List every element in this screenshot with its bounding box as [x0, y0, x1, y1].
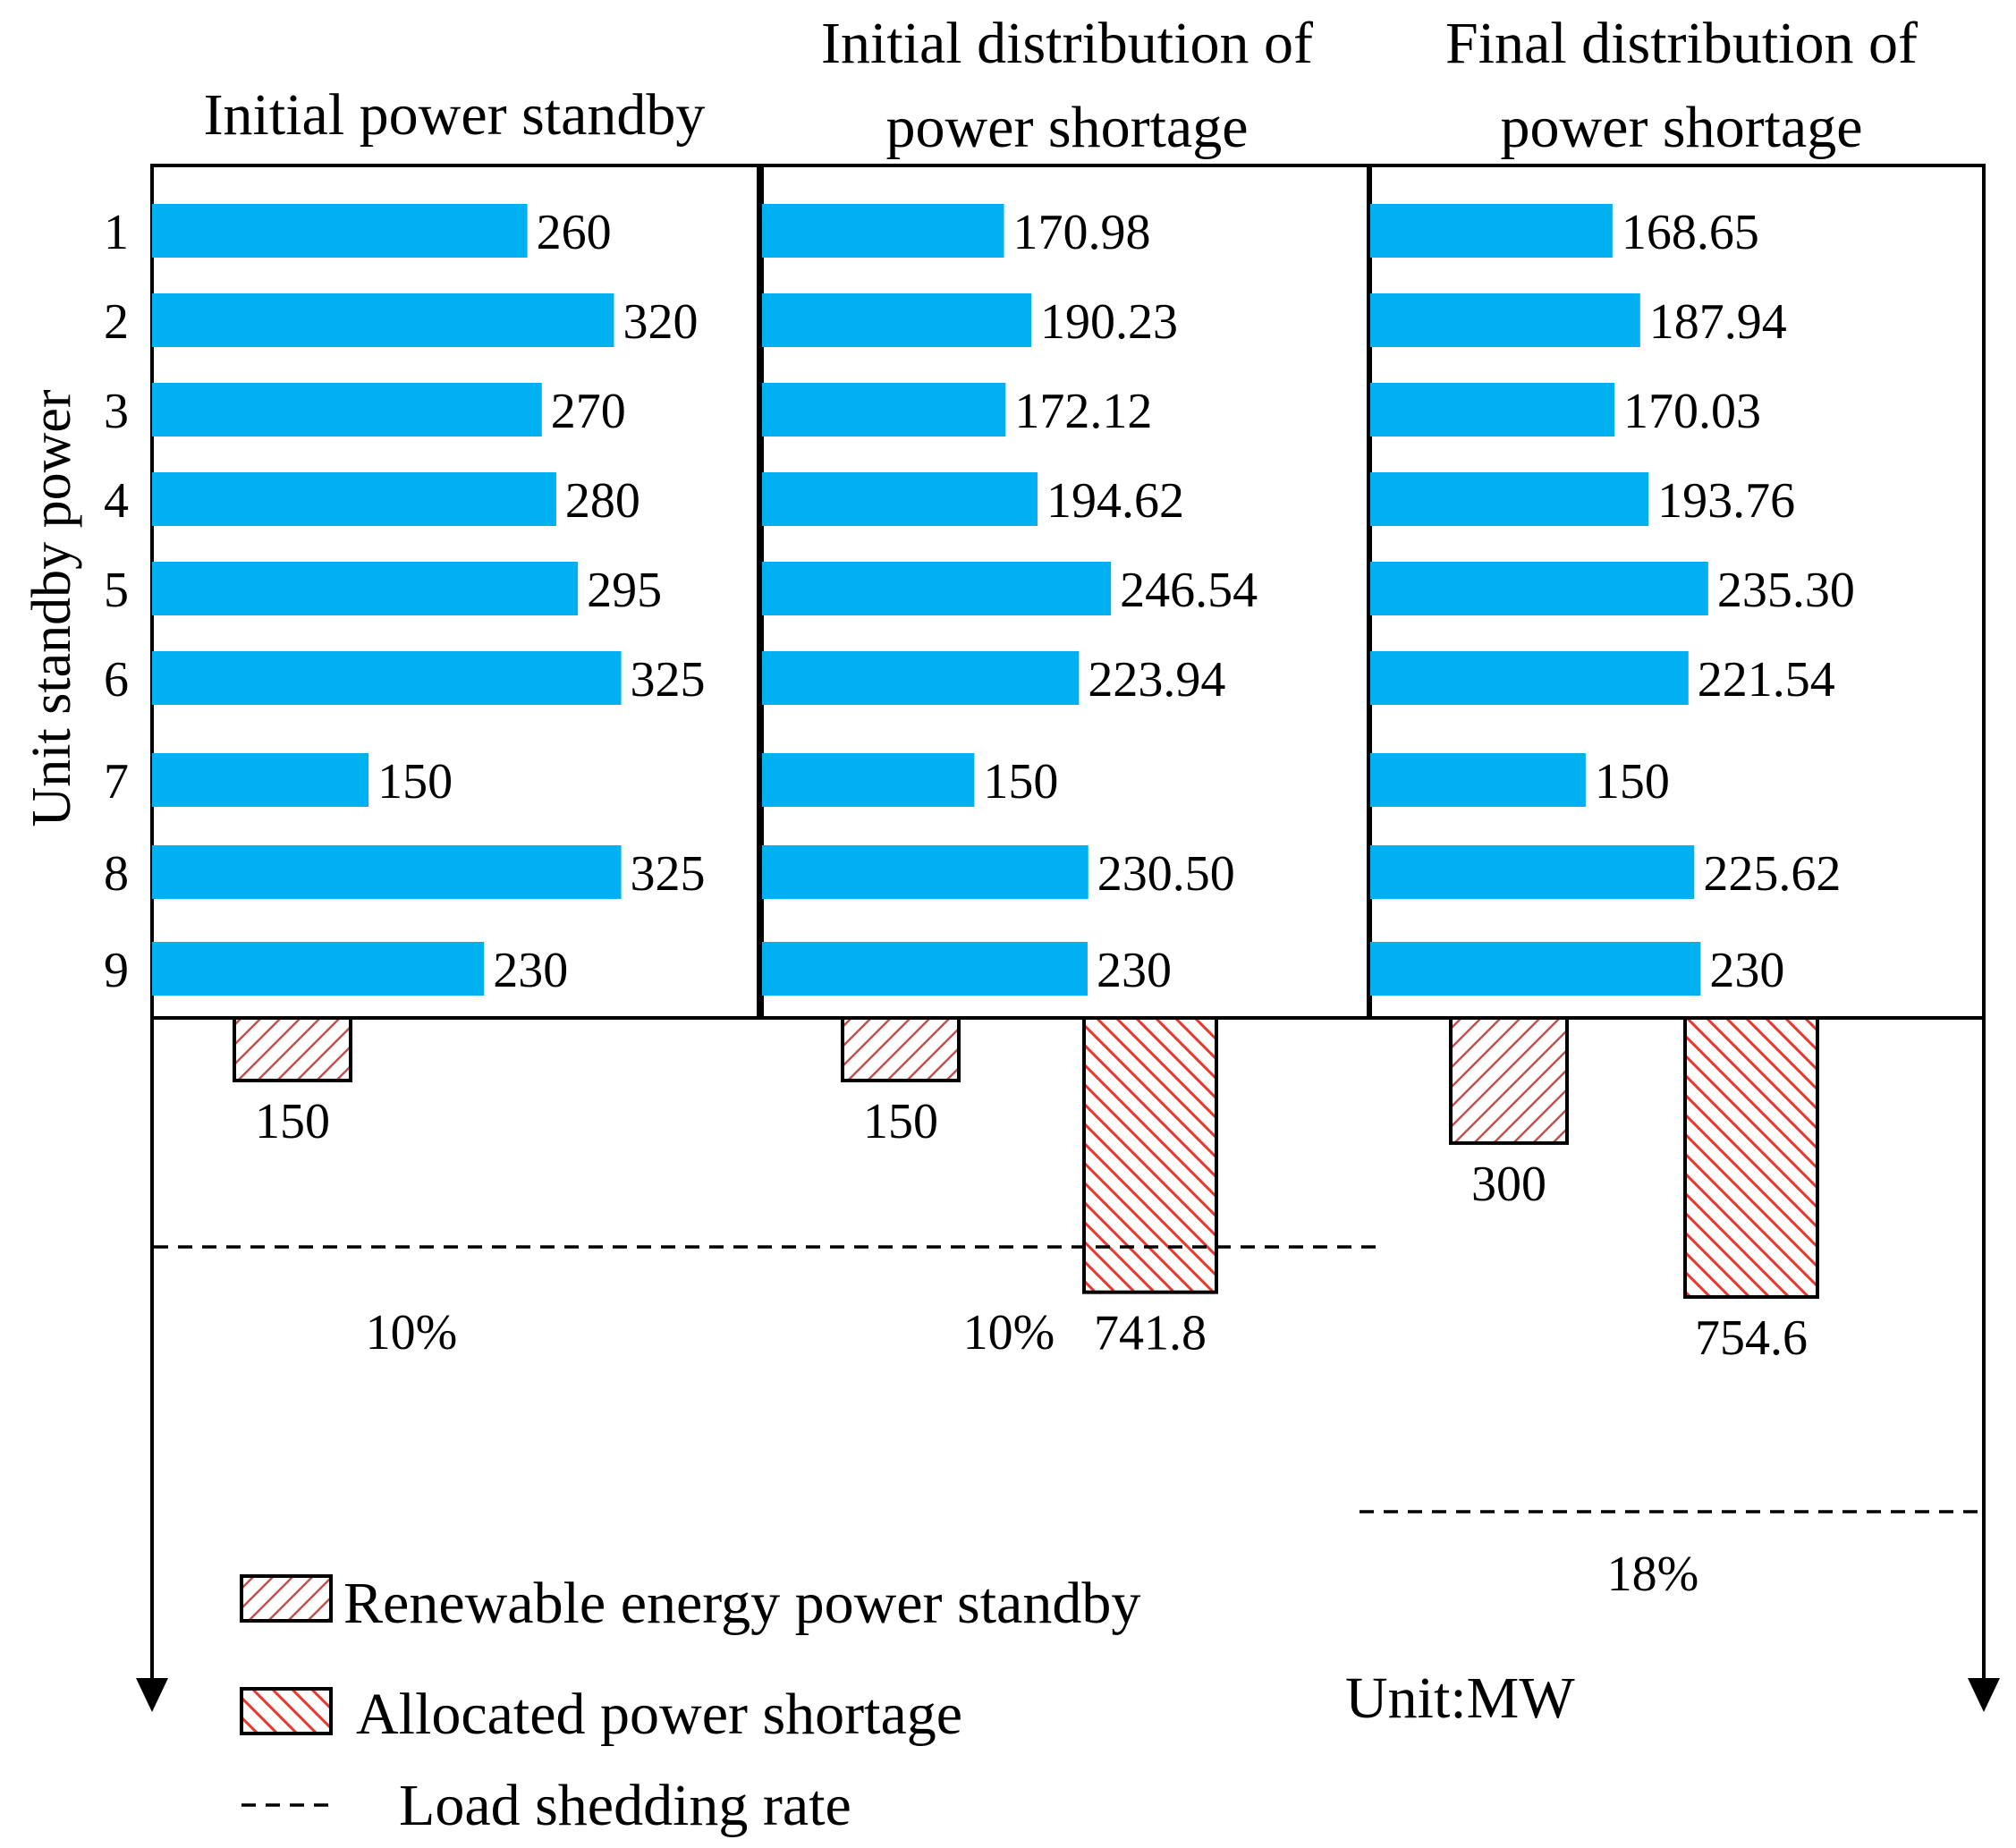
lower-label-panel3-renewable: 300 [1471, 1157, 1546, 1212]
bar-label-panel3-unit-4: 193.76 [1657, 473, 1795, 529]
bar-label-panel3-unit-2: 187.94 [1649, 294, 1787, 350]
left-down-arrow-icon [136, 1678, 168, 1712]
bar-label-panel1-unit-8: 325 [631, 846, 706, 902]
legend-label-renewable: Renewable energy power standby [343, 1571, 1140, 1636]
bar-panel1-unit-1 [152, 204, 528, 258]
bar-panel2-unit-5 [762, 562, 1112, 615]
y-tick-labels: 1 2 3 4 5 6 7 8 9 [104, 205, 129, 998]
bar-label-panel1-unit-5: 295 [587, 563, 662, 618]
bar-panel1-unit-9 [152, 942, 485, 996]
y-tick-3: 3 [104, 384, 129, 439]
bar-label-panel2-unit-7: 150 [983, 754, 1058, 810]
lower-label-panel1-renewable: 150 [255, 1094, 330, 1149]
panel-title-1-line-1: Initial power standby [204, 82, 706, 148]
bar-panel3-unit-2 [1370, 293, 1640, 347]
y-tick-7: 7 [104, 754, 129, 810]
bar-label-panel1-unit-6: 325 [631, 652, 706, 708]
panel-title-3-line-2: power shortage [1500, 95, 1862, 160]
bar-panel3-unit-8 [1370, 845, 1695, 899]
load-shedding-lines: 10% 10% 18% [154, 1245, 1984, 1602]
bar-label-panel2-unit-9: 230 [1097, 943, 1172, 998]
panel-titles: Initial power standby Initial distributio… [204, 11, 1918, 160]
legend-label-shedding: Load shedding rate [399, 1773, 851, 1838]
panel-frames [150, 164, 1986, 1020]
y-tick-5: 5 [104, 563, 129, 618]
bar-panel3-unit-4 [1370, 472, 1649, 526]
bar-label-panel1-unit-4: 280 [565, 473, 640, 529]
bar-panel2-unit-1 [762, 204, 1004, 258]
panel-title-3-line-1: Final distribution of [1445, 11, 1918, 76]
bar-panel2-unit-2 [762, 293, 1032, 347]
right-down-arrow-icon [1968, 1678, 2000, 1712]
lower-bar-panel1-renewable [233, 1016, 352, 1082]
bar-panel1-unit-8 [152, 845, 622, 899]
y-tick-9: 9 [104, 943, 129, 998]
y-tick-6: 6 [104, 652, 129, 708]
legend-swatch-shortage [240, 1687, 333, 1735]
bar-label-panel2-unit-4: 194.62 [1046, 473, 1184, 529]
bar-panel2-unit-3 [762, 383, 1006, 437]
lower-bars: 150 150 741.8 300 754.6 [233, 1016, 1819, 1366]
shedding-label-panel2: 10% [963, 1305, 1055, 1361]
bar-panel3-unit-9 [1370, 942, 1701, 996]
bar-panel2-unit-9 [762, 942, 1088, 996]
bar-panel3-unit-5 [1370, 562, 1708, 615]
shedding-label-panel3: 18% [1607, 1547, 1699, 1602]
y-tick-2: 2 [104, 294, 129, 350]
legend: Renewable energy power standby Allocated … [240, 1571, 1140, 1838]
lower-bar-panel2-shortage [1082, 1016, 1218, 1294]
bar-panel1-unit-4 [152, 472, 556, 526]
lower-bar-panel3-renewable [1449, 1016, 1569, 1145]
bar-panel2-unit-7 [762, 753, 975, 807]
bar-label-panel2-unit-1: 170.98 [1013, 205, 1151, 260]
bar-panel2-unit-8 [762, 845, 1088, 899]
down-arrows [136, 1018, 2000, 1712]
shedding-label-panel1: 10% [366, 1305, 458, 1361]
bar-label-panel3-unit-5: 235.30 [1717, 563, 1855, 618]
bar-panel1-unit-3 [152, 383, 542, 437]
bar-label-panel3-unit-9: 230 [1709, 943, 1784, 998]
bar-label-panel1-unit-9: 230 [493, 943, 568, 998]
bar-label-panel2-unit-5: 246.54 [1120, 563, 1258, 618]
bar-label-panel1-unit-1: 260 [537, 205, 612, 260]
lower-bar-panel2-renewable [841, 1016, 961, 1082]
unit-label: Unit:MW [1345, 1666, 1575, 1731]
bar-label-panel3-unit-3: 170.03 [1623, 384, 1761, 439]
lower-label-panel2-shortage: 741.8 [1094, 1306, 1207, 1361]
y-axis-label: Unit standby power [21, 389, 82, 827]
bar-panel3-unit-7 [1370, 753, 1586, 807]
bar-label-panel3-unit-1: 168.65 [1622, 205, 1759, 260]
bar-panel1-unit-2 [152, 293, 614, 347]
bar-panel2-unit-6 [762, 651, 1080, 705]
bar-label-panel2-unit-3: 172.12 [1014, 384, 1152, 439]
bar-panel2-unit-4 [762, 472, 1038, 526]
lower-label-panel2-renewable: 150 [863, 1094, 938, 1149]
bar-panel1-unit-5 [152, 562, 579, 615]
bar-label-panel3-unit-6: 221.54 [1698, 652, 1835, 708]
bar-label-panel1-unit-3: 270 [551, 384, 626, 439]
legend-label-shortage: Allocated power shortage [356, 1682, 962, 1747]
panel-title-2-line-1: Initial distribution of [821, 11, 1313, 76]
bar-label-panel3-unit-8: 225.62 [1703, 846, 1841, 902]
bar-label-panel3-unit-7: 150 [1595, 754, 1670, 810]
bar-label-panel2-unit-6: 223.94 [1088, 652, 1225, 708]
bar-label-panel1-unit-2: 320 [623, 294, 698, 350]
y-tick-1: 1 [104, 205, 129, 260]
bar-panel1-unit-6 [152, 651, 622, 705]
bar-panel3-unit-6 [1370, 651, 1689, 705]
lower-label-panel3-shortage: 754.6 [1695, 1310, 1808, 1366]
y-tick-4: 4 [104, 473, 129, 529]
bar-label-panel2-unit-8: 230.50 [1097, 846, 1235, 902]
bar-panel3-unit-1 [1370, 204, 1613, 258]
lower-bar-panel3-shortage [1683, 1016, 1819, 1299]
bar-panel1-unit-7 [152, 753, 369, 807]
legend-swatch-renewable [240, 1574, 333, 1623]
bar-label-panel1-unit-7: 150 [377, 754, 453, 810]
y-tick-8: 8 [104, 846, 129, 902]
bar-label-panel2-unit-2: 190.23 [1040, 294, 1178, 350]
panel-title-2-line-2: power shortage [885, 95, 1248, 160]
bar-panel3-unit-3 [1370, 383, 1615, 437]
